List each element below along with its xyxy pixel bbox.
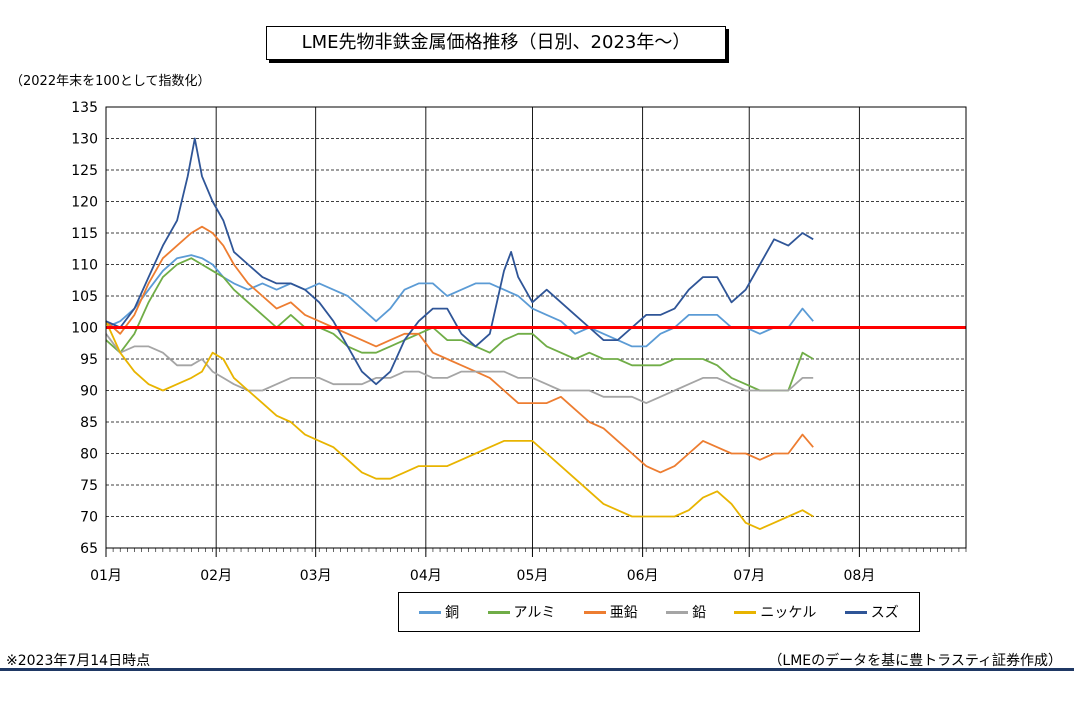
axes: 65 70 75 80 85 90 95 100 105 110 115 120 125 130 135 01… bbox=[71, 100, 967, 584]
x-tick-label: 01月 bbox=[90, 568, 122, 584]
y-tick-label: 85 bbox=[80, 415, 98, 431]
legend-item: 銅 bbox=[419, 602, 459, 622]
x-tick-label: 07月 bbox=[733, 568, 765, 584]
legend-swatch bbox=[666, 610, 689, 614]
y-tick-label: 135 bbox=[71, 100, 98, 116]
legend-item: アルミ bbox=[487, 602, 556, 622]
legend-item: スズ bbox=[844, 602, 899, 622]
y-tick-label: 115 bbox=[71, 226, 98, 242]
legend-item: 亜鉛 bbox=[583, 602, 638, 622]
legend-swatch bbox=[844, 610, 867, 614]
legend-swatch bbox=[734, 610, 757, 614]
series-line bbox=[105, 137, 814, 386]
bottom-divider bbox=[0, 668, 1074, 671]
x-tick-label: 03月 bbox=[300, 568, 332, 584]
y-tick-label: 120 bbox=[71, 195, 98, 211]
legend-swatch bbox=[583, 610, 606, 614]
y-tick-label: 130 bbox=[71, 132, 98, 148]
x-tick-label: 08月 bbox=[843, 568, 875, 584]
chart-title: LME先物非鉄金属価格推移（日別、2023年～） bbox=[266, 26, 726, 60]
legend-label: 銅 bbox=[445, 605, 460, 621]
y-tick-label: 75 bbox=[80, 478, 98, 494]
plot-area-border bbox=[105, 106, 967, 549]
legend-item: 鉛 bbox=[666, 602, 706, 622]
x-tick-label: 02月 bbox=[200, 568, 232, 584]
series-line bbox=[105, 254, 814, 348]
y-tick-label: 90 bbox=[80, 384, 98, 400]
legend-swatch bbox=[419, 610, 442, 614]
y-tick-label: 95 bbox=[80, 352, 98, 368]
y-tick-label: 125 bbox=[71, 163, 98, 179]
series-line bbox=[105, 333, 814, 405]
legend-label: 鉛 bbox=[692, 605, 707, 621]
legend-label: ニッケル bbox=[760, 605, 817, 621]
y-tick-label: 110 bbox=[71, 258, 98, 274]
series-lines bbox=[105, 137, 814, 530]
x-tick-label: 04月 bbox=[410, 568, 442, 584]
source-note: （LMEのデータを基に豊トラスティ証券作成） bbox=[768, 653, 1062, 669]
series-line bbox=[105, 320, 814, 530]
series-line bbox=[105, 225, 814, 474]
legend-label: 亜鉛 bbox=[609, 605, 638, 621]
legend-item: ニッケル bbox=[734, 602, 816, 622]
footnote: ※2023年7月14日時点 bbox=[6, 653, 151, 669]
legend: 銅 アルミ 亜鉛 鉛 ニッケル スズ bbox=[398, 592, 920, 632]
y-tick-label: 70 bbox=[80, 510, 98, 526]
legend-label: アルミ bbox=[513, 605, 556, 621]
chart-subtitle: （2022年末を100として指数化） bbox=[10, 74, 211, 89]
y-tick-label: 80 bbox=[80, 447, 98, 463]
y-tick-label: 100 bbox=[71, 321, 98, 337]
x-tick-label: 06月 bbox=[627, 568, 659, 584]
y-tick-label: 105 bbox=[71, 289, 98, 305]
y-tick-label: 65 bbox=[80, 541, 98, 557]
x-tick-label: 05月 bbox=[517, 568, 549, 584]
legend-swatch bbox=[487, 610, 510, 614]
series-line bbox=[105, 257, 814, 392]
legend-label: スズ bbox=[870, 605, 899, 621]
